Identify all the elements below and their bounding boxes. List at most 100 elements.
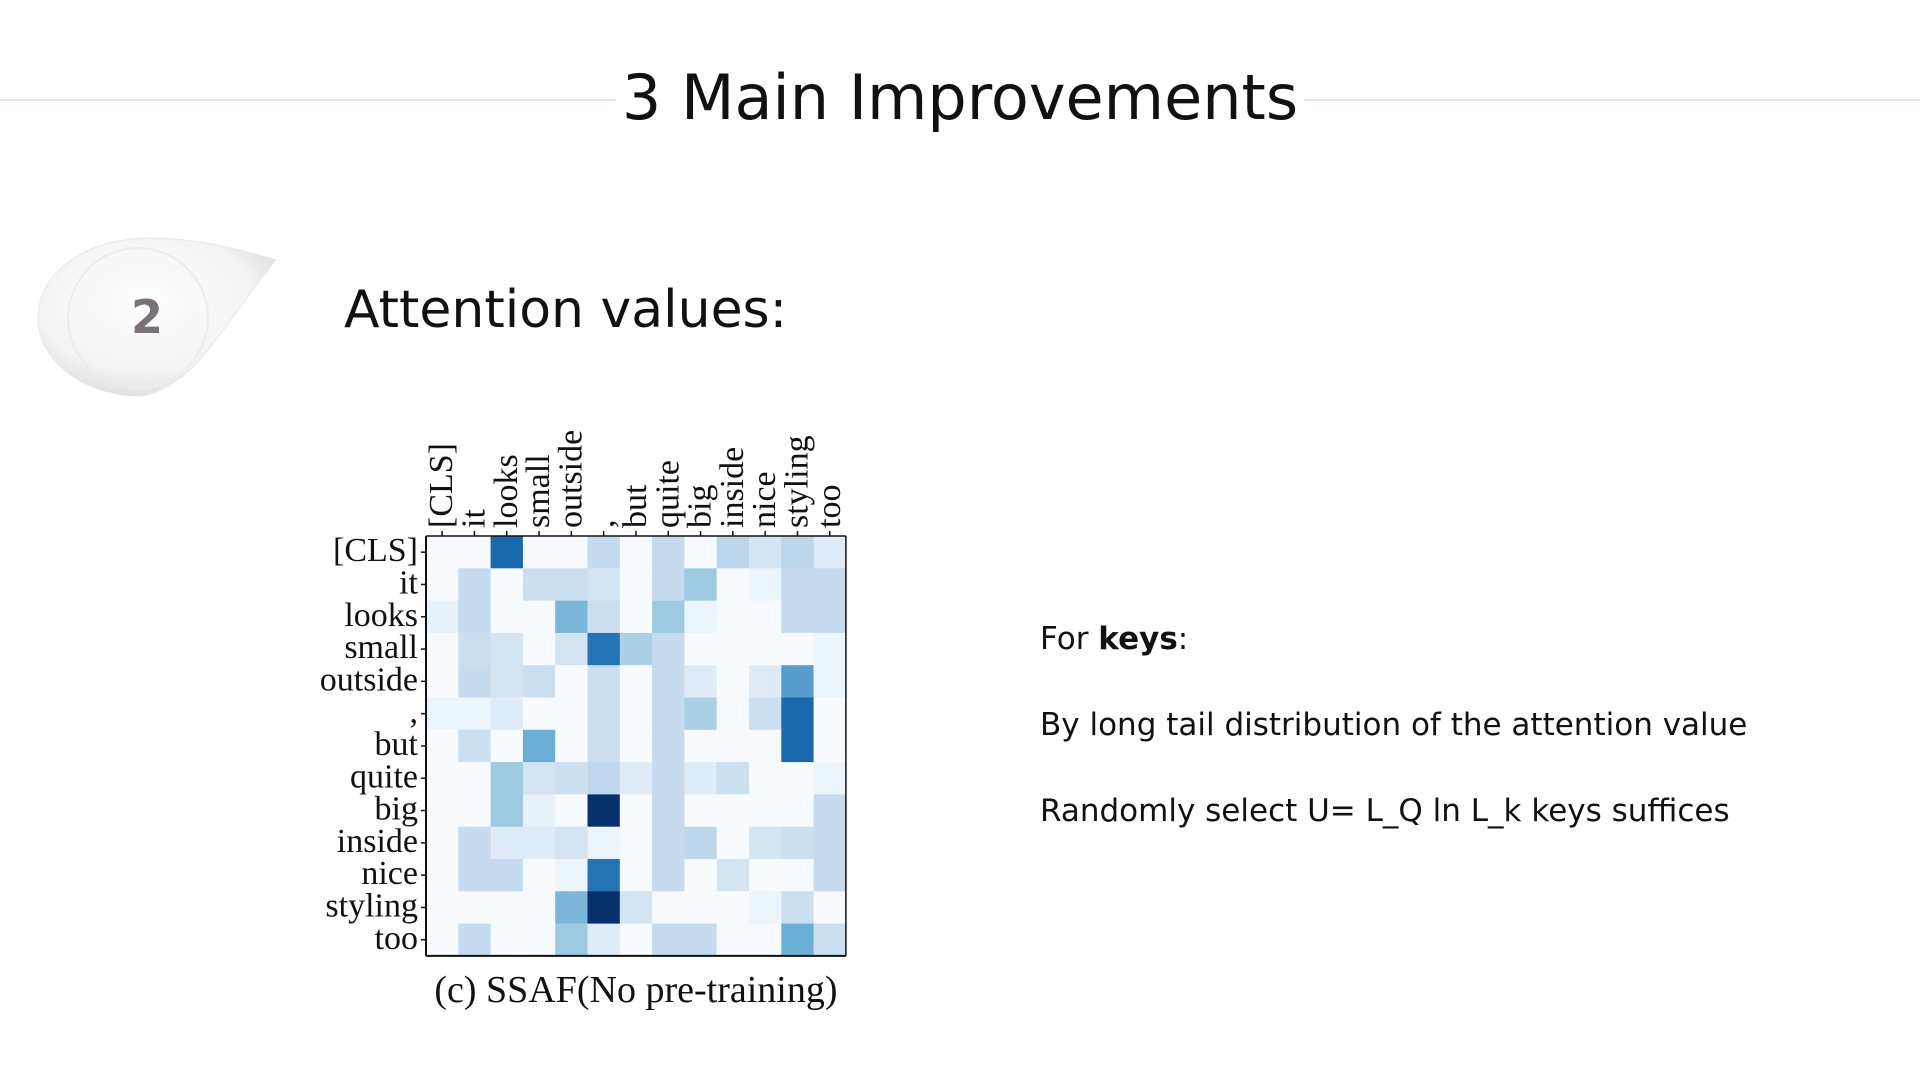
heatmap-row-label: nice — [361, 855, 418, 892]
heatmap-cell — [716, 729, 750, 763]
heatmap-cell — [426, 859, 459, 892]
heatmap-cell — [458, 891, 492, 925]
heatmap-row-label: outside — [320, 661, 418, 698]
step-number: 2 — [130, 290, 163, 344]
heatmap-row-label: it — [399, 564, 418, 601]
heatmap-cell — [522, 826, 556, 860]
step-bubble: 2 — [30, 230, 290, 400]
heatmap-cell — [619, 923, 653, 957]
heatmap-row-label: big — [375, 791, 418, 828]
heatmap-cell — [458, 568, 492, 602]
heatmap-cell — [716, 891, 750, 925]
heatmap-col-label: outside — [552, 430, 589, 528]
heatmap-row-label: too — [375, 920, 418, 957]
heatmap-col-label: it — [455, 509, 492, 528]
heatmap-cell — [652, 600, 685, 634]
heatmap-cell — [716, 794, 750, 828]
heatmap-cell — [749, 762, 782, 795]
heatmap-cell — [781, 665, 815, 698]
heatmap-cell — [587, 859, 621, 892]
heatmap-cell — [522, 891, 556, 925]
heatmap-cell — [555, 600, 588, 634]
heatmap-cell — [749, 665, 782, 698]
heatmap-cell — [749, 568, 782, 602]
heatmap-cell — [555, 697, 588, 731]
heatmap-cell — [652, 665, 685, 698]
heatmap-cell — [426, 794, 459, 828]
heatmap-cell — [587, 665, 621, 698]
heatmap-cell — [458, 600, 492, 634]
heatmap-cell — [587, 536, 621, 569]
step-bubble-shape — [37, 237, 277, 397]
heatmap-cell — [652, 536, 685, 569]
heatmap-cell — [426, 923, 459, 957]
heatmap-cell — [587, 697, 621, 731]
heatmap-cell — [652, 762, 685, 795]
heatmap-cell — [458, 697, 492, 731]
heatmap-cell — [684, 729, 718, 763]
heatmap-cell — [749, 859, 782, 892]
heatmap-cell — [458, 762, 492, 795]
heatmap-cell — [652, 568, 685, 602]
heatmap-cell — [813, 923, 847, 957]
heatmap-cell — [555, 794, 588, 828]
keys-line: For keys: — [1040, 620, 1747, 658]
heatmap-cell — [619, 600, 653, 634]
heatmap-cell — [781, 859, 815, 892]
heatmap-cell — [781, 697, 815, 731]
heatmap-cell — [490, 729, 524, 763]
heatmap-cell — [555, 632, 588, 666]
heatmap-cell — [684, 826, 718, 860]
heatmap-cell — [781, 568, 815, 602]
heatmap-cell — [458, 536, 492, 569]
heatmap-cell — [458, 729, 492, 763]
heatmap-cell — [490, 536, 524, 569]
heatmap-cell — [813, 600, 847, 634]
heatmap-cell — [426, 762, 459, 795]
heatmap-cell — [619, 826, 653, 860]
figure-caption: (c) SSAF(No pre-training) — [434, 969, 837, 1011]
heatmap-cell — [781, 600, 815, 634]
heatmap-cell — [490, 891, 524, 925]
slide-title: 3 Main Improvements — [0, 58, 1920, 138]
attention-heatmap: [CLS][CLS]ititlookslookssmallsmalloutsid… — [320, 430, 848, 1011]
heatmap-cell — [684, 568, 718, 602]
heatmap-cell — [619, 568, 653, 602]
heatmap-cell — [716, 600, 750, 634]
heatmap-cell — [426, 697, 459, 731]
heatmap-cell — [587, 794, 621, 828]
heatmap-cell — [587, 568, 621, 602]
heatmap-cell — [716, 536, 750, 569]
heatmap-cell — [749, 600, 782, 634]
heatmap-cell — [684, 665, 718, 698]
heatmap-cell — [490, 859, 524, 892]
heatmap-cell — [684, 632, 718, 666]
heatmap-cell — [587, 762, 621, 795]
heatmap-cell — [490, 826, 524, 860]
heatmap-cell — [619, 729, 653, 763]
heatmap-cell — [490, 762, 524, 795]
heatmap-col-label: too — [811, 485, 848, 528]
heatmap-cell — [652, 859, 685, 892]
heatmap-cell — [749, 794, 782, 828]
long-tail-line: By long tail distribution of the attenti… — [1040, 707, 1748, 743]
heatmap-cell — [458, 859, 492, 892]
heatmap-cell — [716, 632, 750, 666]
heatmap-cell — [458, 632, 492, 666]
heatmap-cell — [619, 536, 653, 569]
heatmap-cell — [781, 794, 815, 828]
heatmap-col-label: [CLS] — [423, 443, 460, 528]
heatmap-cell — [522, 665, 556, 698]
heatmap-cell — [522, 923, 556, 957]
heatmap-cell — [716, 826, 750, 860]
heatmap-cell — [781, 826, 815, 860]
heatmap-cell — [522, 536, 556, 569]
heatmap-cell — [426, 568, 459, 602]
heatmap-cell — [716, 665, 750, 698]
heatmap-cell — [490, 600, 524, 634]
random-select-line: Randomly select U= L_Q ln L_k keys suffi… — [1040, 793, 1730, 829]
heatmap-cell — [587, 826, 621, 860]
heatmap-cell — [619, 762, 653, 795]
heatmap-cell — [458, 826, 492, 860]
section-heading: Attention values: — [344, 280, 788, 340]
